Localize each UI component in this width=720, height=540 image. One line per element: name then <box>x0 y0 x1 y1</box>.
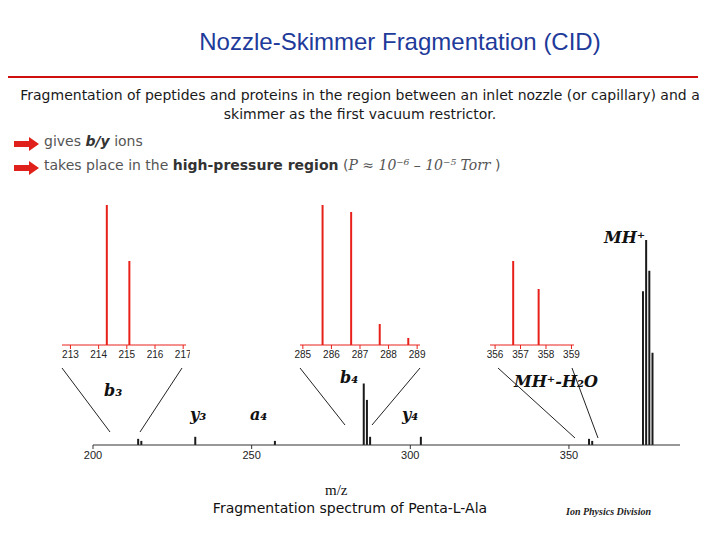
html-text:y₃: y₃ <box>190 405 207 424</box>
html-text:Nozzle-Skimmer Fragmentation (: Nozzle-Skimmer Fragmentation (CID) <box>199 28 601 55</box>
svg-text:200: 200 <box>84 449 102 461</box>
html-text:gives b/y ions: gives b/y ions <box>44 133 143 149</box>
svg-text:289: 289 <box>409 349 426 360</box>
html-text:a₄: a₄ <box>250 405 268 424</box>
svg-text:250: 250 <box>242 449 260 461</box>
svg-text:214: 214 <box>90 349 107 360</box>
svg-text:356: 356 <box>487 349 504 360</box>
html-text:Ion Physics Division: Ion Physics Division <box>566 506 651 517</box>
svg-text:217: 217 <box>175 349 190 360</box>
svg-text:287: 287 <box>352 349 369 360</box>
html-text:b₄: b₄ <box>340 368 359 387</box>
svg-text:213: 213 <box>62 349 79 360</box>
svg-text:215: 215 <box>118 349 135 360</box>
html-text:takes place in the high-pressu: takes place in the high-pressure region … <box>44 157 501 173</box>
html-text:Fragmentation of peptides and: Fragmentation of peptides and proteins i… <box>20 87 700 122</box>
svg-text:216: 216 <box>147 349 164 360</box>
html-text:MH⁺: MH⁺ <box>604 228 646 247</box>
svg-text:357: 357 <box>512 349 529 360</box>
svg-text:285: 285 <box>295 349 312 360</box>
svg-text:300: 300 <box>401 449 419 461</box>
html-text:MH⁺-H₂O: MH⁺-H₂O <box>514 372 598 391</box>
html-text:Fragmentation spectrum of Pent: Fragmentation spectrum of Penta-L-Ala <box>212 500 488 516</box>
svg-text:350: 350 <box>560 449 578 461</box>
svg-text:358: 358 <box>538 349 555 360</box>
svg-text:286: 286 <box>323 349 340 360</box>
html-text:m/z: m/z <box>325 482 348 498</box>
html-text:b₃: b₃ <box>104 381 123 400</box>
svg-text:359: 359 <box>563 349 580 360</box>
svg-text:288: 288 <box>380 349 397 360</box>
html-text:y₄: y₄ <box>402 405 419 424</box>
